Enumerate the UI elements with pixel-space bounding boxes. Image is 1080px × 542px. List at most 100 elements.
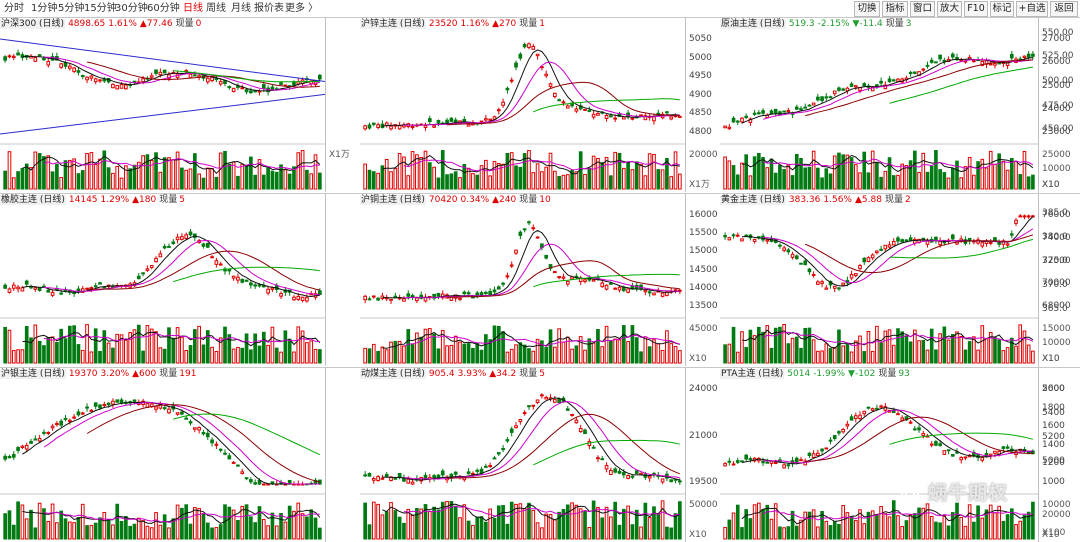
period-1[interactable]: 1分钟 (31, 3, 58, 14)
kline-chart[interactable] (720, 194, 1038, 366)
volume-bar (162, 157, 167, 190)
volume-bar (496, 505, 501, 540)
volume-bar (578, 508, 583, 540)
kline-chart[interactable] (360, 18, 685, 192)
candle (136, 272, 141, 280)
kline-chart[interactable] (720, 368, 1038, 542)
period-2[interactable]: 5分钟 (58, 3, 85, 14)
volume-bar (765, 167, 770, 190)
price-tick: 15500 (689, 228, 718, 239)
chart-panel-5[interactable]: 黄金主连 (日线) 383.36 1.56% ▲5.88 现量 2 76000 74000 72… (720, 194, 1080, 366)
volume-bar (106, 519, 111, 540)
chart-panel-7[interactable]: 动煤主连 (日线) 905.4 3.93% ▲34.2 现量 5 24000 21000 195… (360, 368, 727, 542)
volume-bar (565, 504, 570, 540)
volume-bar (527, 150, 531, 190)
volume-bar (891, 500, 896, 540)
chart-panel-2[interactable]: 原油主连 (日线) 519.3 -2.15% ▼-11.4 现量 3 27000 26000 2… (720, 18, 1080, 192)
volume-tick: 15000 (1042, 324, 1071, 334)
candle (76, 409, 81, 417)
volume-bar (769, 158, 774, 190)
chart-panel-4[interactable]: 沪铜主连 (日线) 70420 0.34% ▲240 现量 10 16000 15500 150… (360, 194, 727, 366)
candle (24, 279, 29, 288)
volume-bar (678, 350, 682, 364)
volume-bar (393, 510, 398, 540)
period-9[interactable]: 报价表 (254, 3, 284, 14)
toolbar-button-1[interactable]: 指标 (882, 1, 908, 17)
kline-chart[interactable] (360, 194, 685, 366)
volume-bar (660, 500, 665, 540)
volume-bar (757, 326, 761, 364)
volume-bar (436, 509, 441, 540)
chart-panel-1[interactable]: 沪锌主连 (日线) 23520 1.16% ▲270 现量 1 5050 5000 4950 49… (360, 18, 727, 192)
period-6[interactable]: 日线 (183, 3, 203, 14)
kline-chart[interactable] (0, 194, 325, 366)
candle (845, 420, 850, 430)
percent-change: 1.29% (100, 195, 130, 205)
candle (505, 86, 510, 94)
chart-panel-0[interactable]: 沪深300 (日线) 4898.65 1.61% ▲77.46 现量 0 X1万 (0, 18, 367, 192)
ma-20-line (805, 416, 1033, 463)
kline-chart[interactable] (0, 368, 325, 542)
volume-bar (748, 175, 753, 190)
toolbar-button-7[interactable]: 返回 (1050, 1, 1078, 17)
candle (587, 106, 592, 113)
toolbar-button-3[interactable]: 放大 (937, 1, 962, 17)
volume-bar (371, 343, 376, 364)
candle (896, 409, 900, 416)
period-5[interactable]: 60分钟 (147, 3, 180, 14)
toolbar-button-2[interactable]: 窗口 (910, 1, 935, 17)
volume-bar (300, 149, 305, 190)
candle (596, 111, 600, 116)
volume-bar (621, 508, 626, 540)
volume-bar (50, 171, 55, 190)
candle (488, 462, 493, 468)
chart-panel-3[interactable]: 橡胶主连 (日线) 14145 1.29% ▲180 现量 5 (0, 194, 367, 366)
volume-bar (913, 513, 917, 540)
candle (557, 275, 561, 280)
volume-bar (900, 163, 904, 190)
toolbar-button-5[interactable]: 标记 (990, 1, 1014, 17)
candle (862, 410, 867, 417)
ma-20-line (87, 250, 320, 291)
volume-bar (583, 349, 587, 364)
period-10[interactable]: 更多 〉 (285, 3, 319, 14)
toolbar-button-0[interactable]: 切换 (854, 1, 880, 17)
volume-bar (149, 527, 154, 540)
volume-bar (231, 348, 236, 364)
candle (600, 279, 605, 288)
volume-bar (879, 342, 883, 364)
volume-bar (765, 504, 770, 540)
candle (300, 481, 305, 486)
volume-bar (984, 167, 989, 190)
volume-bar (453, 335, 458, 364)
candle (227, 85, 232, 90)
volume-bar (419, 156, 424, 190)
volume-bar (244, 504, 249, 540)
toolbar-button-4[interactable]: F10 (964, 1, 988, 17)
kline-chart[interactable] (0, 18, 325, 192)
volume-label: 现量 (884, 195, 903, 205)
volume-bar (384, 158, 389, 190)
period-4[interactable]: 30分钟 (115, 3, 148, 14)
volume-bar (111, 347, 115, 364)
volume-value: 191 (179, 369, 197, 379)
candle (565, 280, 570, 287)
candle (744, 233, 748, 237)
toolbar-button-6[interactable]: +自选 (1016, 1, 1048, 17)
chart-panel-8[interactable]: PTA主连 (日线) 5014 -1.99% ▼-102 现量 93 2000 1800 160… (720, 368, 1080, 542)
candle (376, 122, 380, 130)
candle (102, 401, 107, 408)
chart-panel-6[interactable]: 沪银主连 (日线) 19370 3.20% ▲600 现量 191 (0, 368, 367, 542)
kline-chart[interactable] (360, 368, 685, 542)
candle (1010, 50, 1014, 61)
period-3[interactable]: 15分钟 (84, 3, 117, 14)
volume-bar (175, 151, 180, 190)
period-8[interactable]: 月线 (231, 3, 251, 14)
candle (837, 86, 841, 92)
kline-chart[interactable] (720, 18, 1038, 192)
period-7[interactable]: 周线 (206, 3, 226, 14)
candle (453, 471, 458, 477)
period-0[interactable]: 分时 (4, 3, 24, 14)
candle (769, 235, 774, 243)
volume-bar (870, 350, 875, 364)
